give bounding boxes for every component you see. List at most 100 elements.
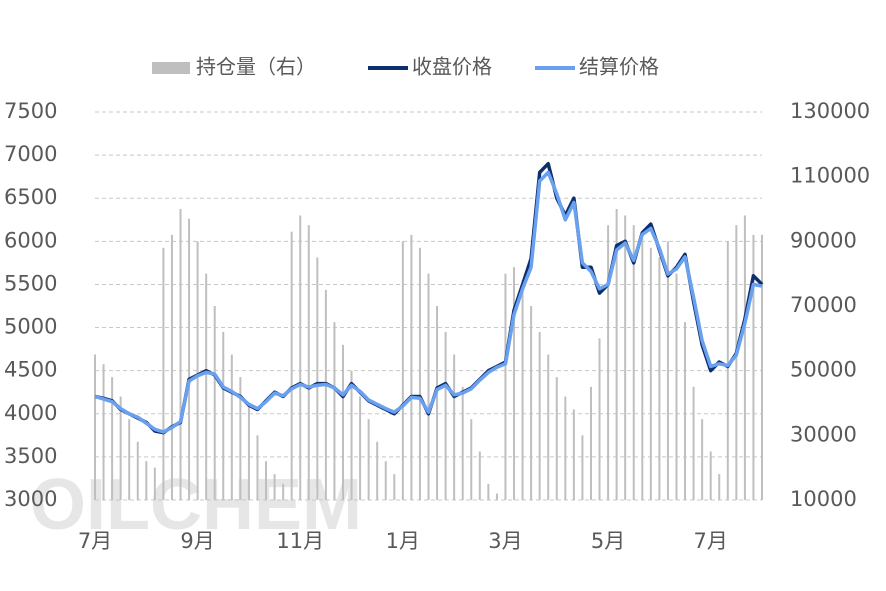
x-tick-label: 1月 <box>386 529 420 553</box>
bar <box>427 273 430 500</box>
bar <box>564 396 567 500</box>
bar <box>521 280 524 500</box>
y2-tick-label: 30000 <box>790 422 857 446</box>
bar <box>692 386 695 500</box>
bar <box>307 225 310 500</box>
y-tick-label: 6500 <box>4 185 57 209</box>
bar <box>170 234 173 500</box>
x-tick-label: 5月 <box>591 529 625 553</box>
y-tick-label: 6000 <box>4 228 57 252</box>
y2-tick-label: 50000 <box>790 358 857 382</box>
y2-tick-label: 110000 <box>790 164 870 188</box>
bar <box>726 241 729 501</box>
bar <box>333 322 336 500</box>
bar <box>615 209 618 500</box>
bar <box>649 247 652 500</box>
bar <box>444 331 447 500</box>
bar <box>478 451 481 500</box>
bar <box>495 493 498 500</box>
bar <box>384 461 387 500</box>
legend-label: 结算价格 <box>579 55 659 79</box>
legend-label: 持仓量（右） <box>196 55 316 79</box>
bar <box>675 273 678 500</box>
y-tick-label: 4000 <box>4 401 57 425</box>
bar <box>111 377 114 500</box>
bar <box>761 234 763 500</box>
bar <box>701 419 704 500</box>
bar <box>102 364 105 500</box>
y-tick-label: 3500 <box>4 444 57 468</box>
bar <box>572 409 575 500</box>
y2-tick-label: 10000 <box>790 487 857 511</box>
bar <box>153 467 156 500</box>
bar <box>709 451 712 500</box>
bar <box>607 225 610 500</box>
bar <box>555 377 558 500</box>
bar <box>487 483 490 500</box>
bar <box>282 483 285 500</box>
bar <box>290 231 293 500</box>
bar <box>624 215 627 500</box>
bar <box>299 215 302 500</box>
bar <box>145 461 148 500</box>
bar <box>530 306 533 500</box>
bar <box>256 435 259 500</box>
bar <box>367 419 370 500</box>
bar <box>410 234 413 500</box>
bar <box>128 419 131 500</box>
bar <box>641 234 644 500</box>
bar <box>598 338 601 500</box>
bar <box>376 441 379 500</box>
bar <box>230 354 233 500</box>
bar <box>136 441 139 500</box>
bar <box>350 370 353 500</box>
bar <box>718 474 721 500</box>
bar <box>684 322 687 500</box>
bar <box>393 474 396 500</box>
bar <box>316 257 319 500</box>
bar <box>513 267 516 500</box>
bar <box>341 344 344 500</box>
y-tick-label: 5500 <box>4 271 57 295</box>
bar <box>735 225 738 500</box>
bar <box>666 241 669 501</box>
bar <box>470 419 473 500</box>
bar <box>94 354 96 500</box>
bar <box>752 234 755 500</box>
y-tick-label: 7000 <box>4 142 57 166</box>
x-tick-label: 7月 <box>78 529 112 553</box>
bar <box>504 273 507 500</box>
bar <box>265 461 268 500</box>
bar <box>179 209 182 500</box>
bar <box>401 241 404 501</box>
y-tick-label: 4500 <box>4 358 57 382</box>
bar <box>632 225 635 500</box>
y-tick-label: 3000 <box>4 487 57 511</box>
bar <box>273 474 276 500</box>
bar <box>581 435 584 500</box>
bar <box>196 241 199 501</box>
y2-tick-label: 70000 <box>790 293 857 317</box>
bar <box>247 403 250 500</box>
bar <box>538 331 541 500</box>
legend-label: 收盘价格 <box>412 55 492 79</box>
bar <box>188 218 191 500</box>
price-line <box>94 170 763 434</box>
bar <box>239 377 242 500</box>
bar <box>658 257 661 500</box>
bar <box>589 386 592 500</box>
bar <box>222 331 225 500</box>
bar <box>359 396 362 500</box>
x-tick-label: 7月 <box>694 529 728 553</box>
x-tick-label: 3月 <box>488 529 522 553</box>
bar <box>119 396 122 500</box>
legend-swatch <box>152 62 190 74</box>
bar <box>743 215 746 500</box>
x-tick-label: 11月 <box>276 529 324 553</box>
x-tick-label: 9月 <box>180 529 214 553</box>
bar <box>213 306 216 500</box>
bar <box>418 247 421 500</box>
y2-tick-label: 90000 <box>790 228 857 252</box>
y2-tick-label: 130000 <box>790 99 870 123</box>
